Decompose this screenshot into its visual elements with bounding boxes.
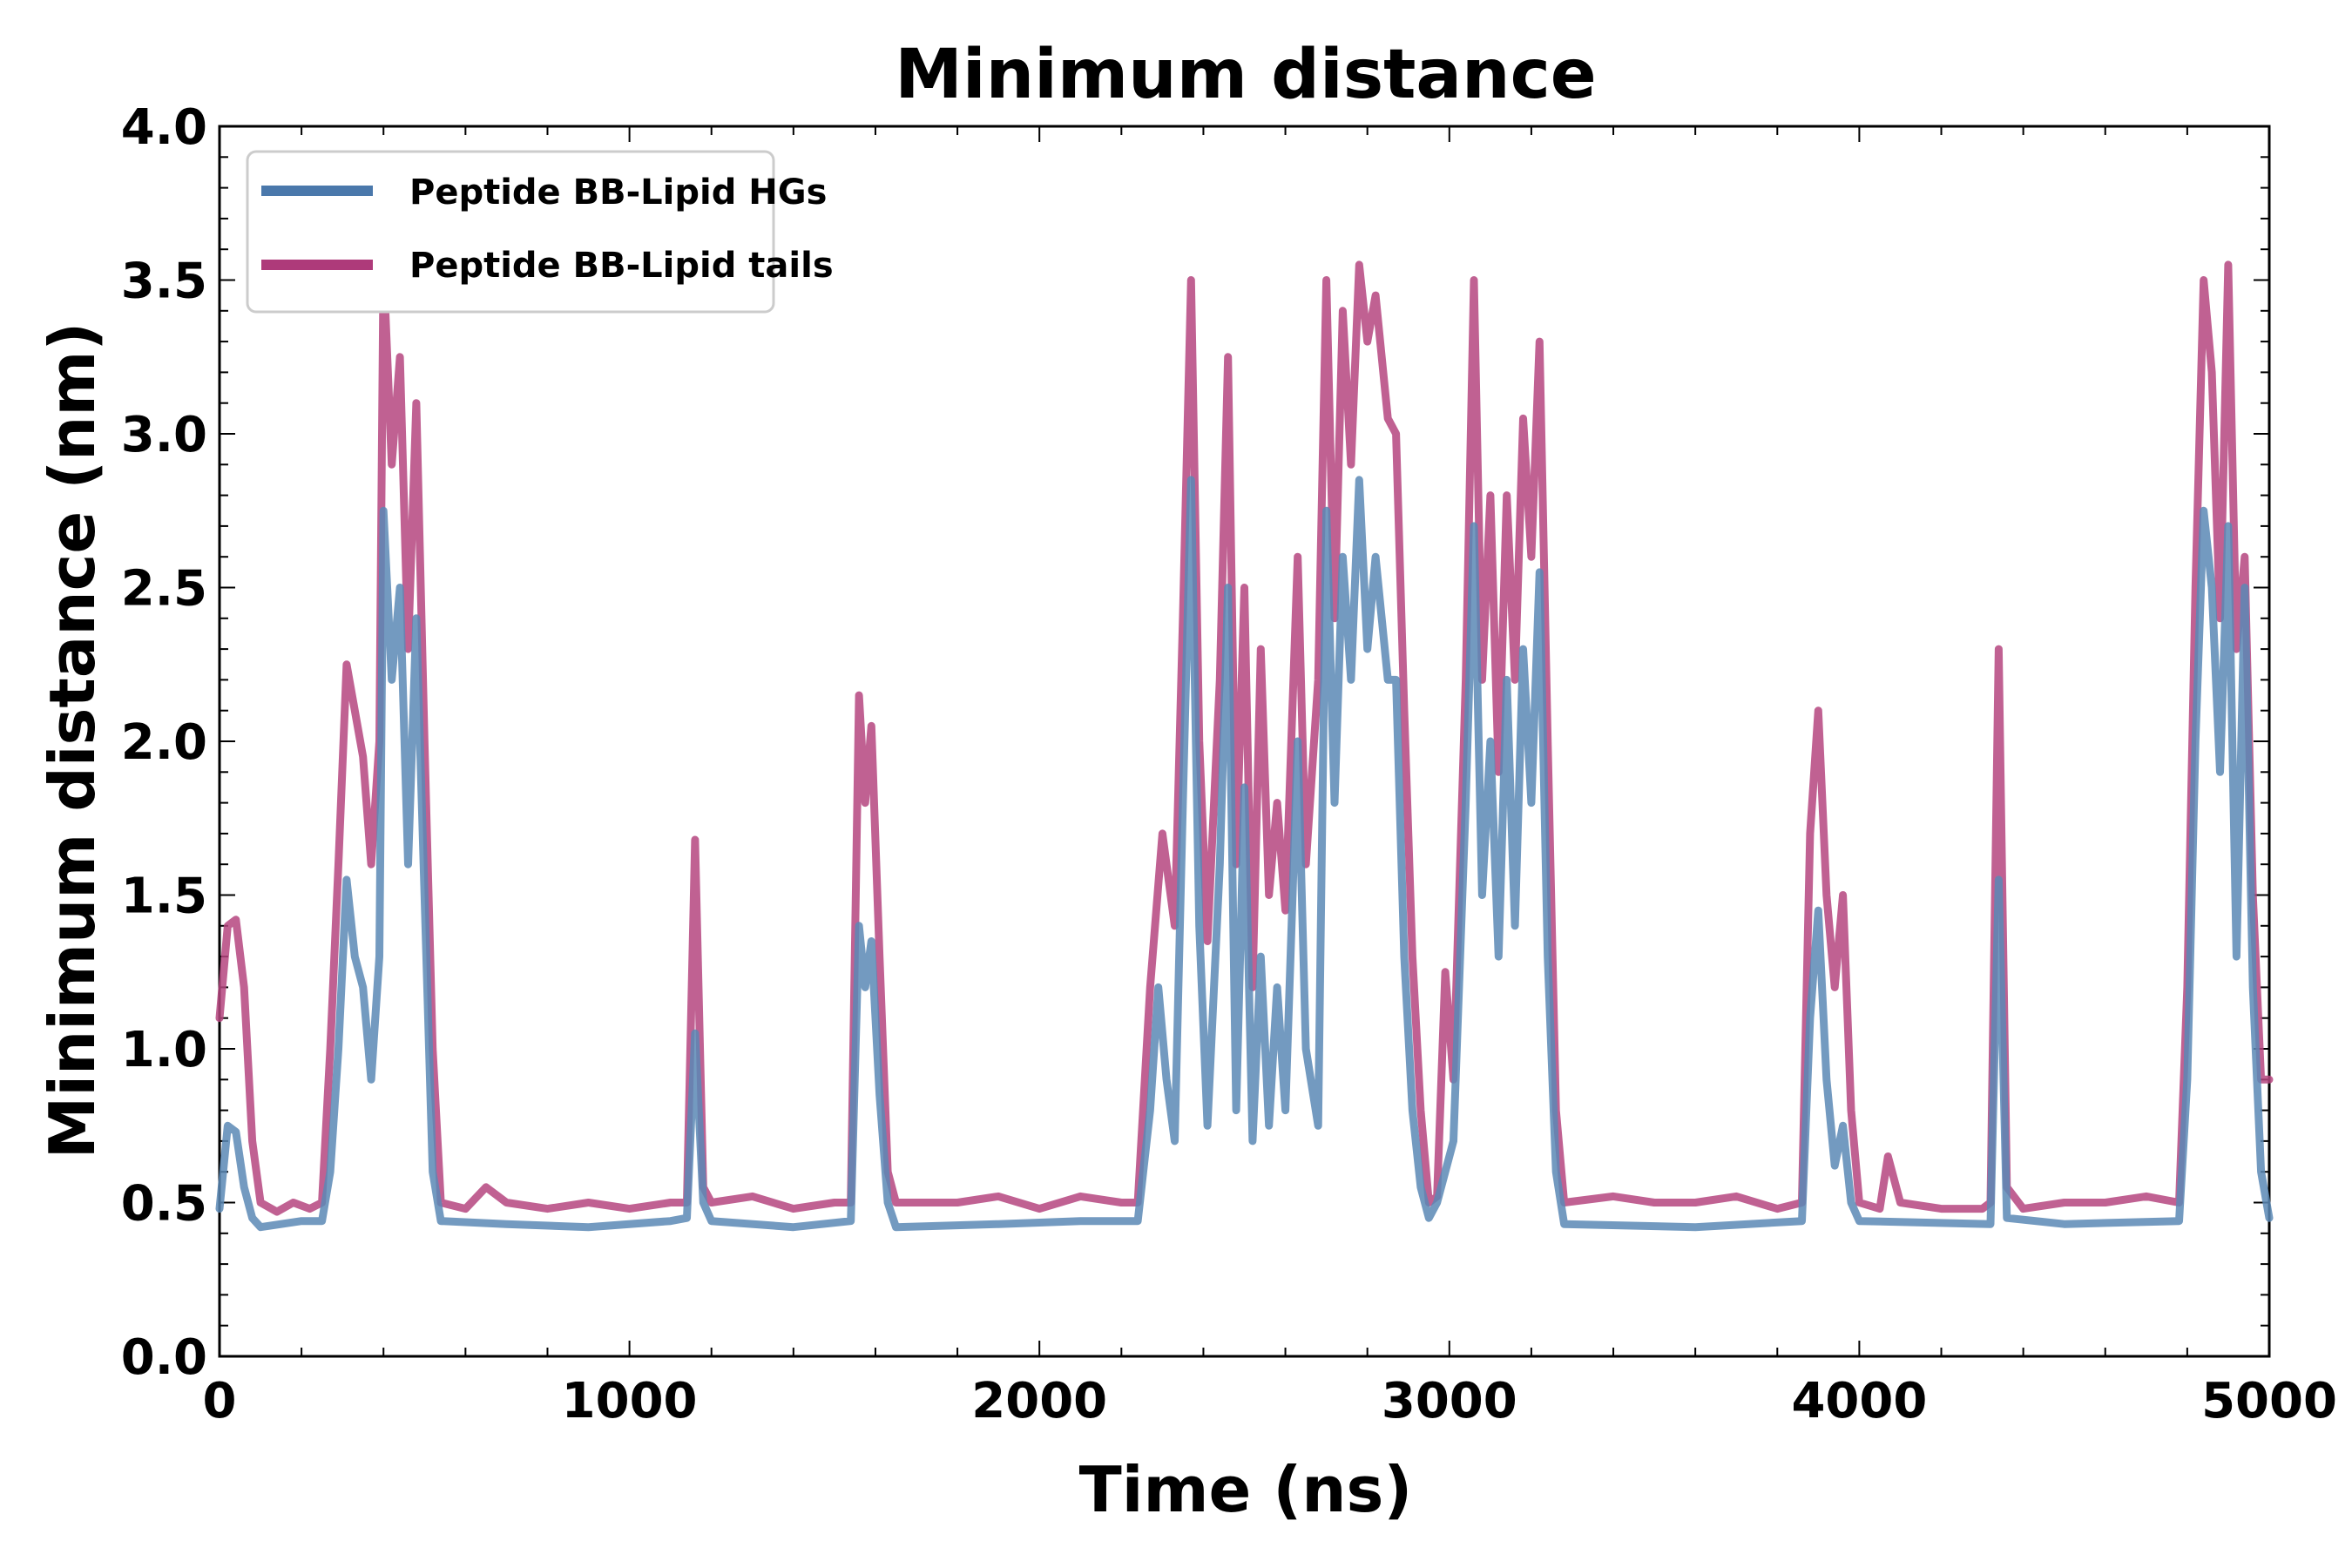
x-axis-tick-labels: 0 1000 2000 3000 4000 5000 [203, 1373, 2337, 1429]
legend-label-hgs: Peptide BB-Lipid HGs [409, 172, 827, 213]
y-axis-label: Minimum distance (nm) [36, 322, 109, 1159]
y-tick-label: 3.5 [121, 253, 207, 310]
series-line-peptide-bb-lipid-hgs [215, 476, 2274, 1232]
y-tick-label: 2.5 [121, 561, 207, 618]
y-tick-label: 0.5 [121, 1176, 207, 1233]
axis-ticks [219, 125, 2270, 1357]
y-axis-tick-labels: 0.0 0.5 1.0 1.5 2.0 2.5 3.0 3.5 4.0 [121, 99, 207, 1386]
x-tick-label: 3000 [1382, 1373, 1517, 1429]
legend-label-tails: Peptide BB-Lipid tails [409, 246, 834, 286]
y-tick-label: 4.0 [121, 99, 207, 156]
x-tick-label: 2000 [971, 1373, 1107, 1429]
x-tick-label: 4000 [1791, 1373, 1927, 1429]
x-tick-label: 0 [203, 1373, 237, 1429]
y-tick-label: 0.0 [121, 1329, 207, 1386]
y-tick-label: 2.0 [121, 714, 207, 771]
chart-legend: Peptide BB-Lipid HGs Peptide BB-Lipid ta… [246, 150, 834, 314]
x-tick-label: 5000 [2201, 1373, 2337, 1429]
y-tick-label: 1.5 [121, 868, 207, 925]
series-line-peptide-bb-lipid-tails [215, 260, 2274, 1216]
x-axis-label: Time (ns) [1079, 1453, 1413, 1526]
y-tick-label: 1.0 [121, 1022, 207, 1078]
x-tick-label: 1000 [562, 1373, 698, 1429]
y-tick-label: 3.0 [121, 407, 207, 463]
data-series-lines [215, 260, 2274, 1232]
chart-title: Minimum distance [895, 36, 1596, 114]
legend-box [246, 150, 775, 314]
